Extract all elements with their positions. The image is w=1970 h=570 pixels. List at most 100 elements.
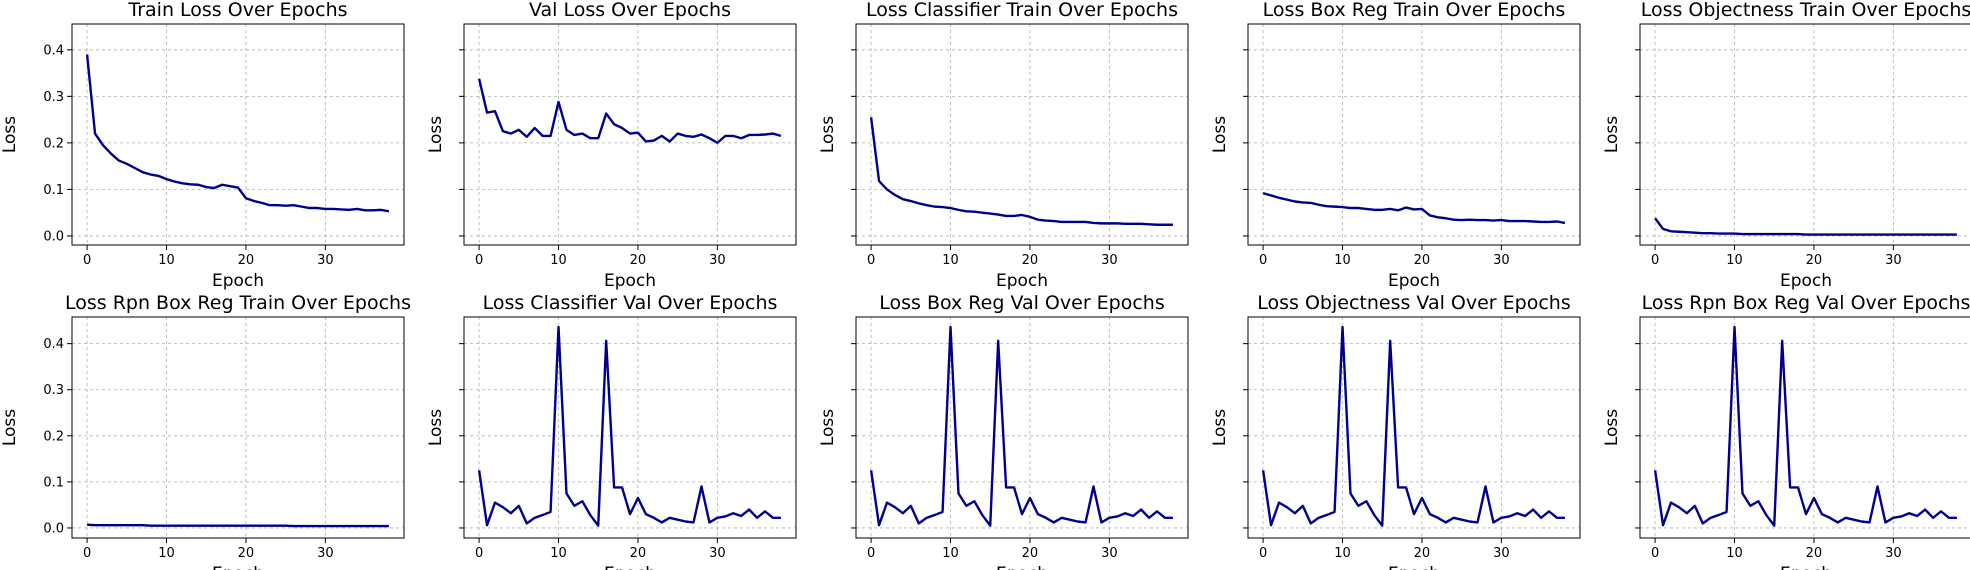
- series-line: [1653, 325, 1957, 527]
- y-tick-label-4: 0.4: [43, 43, 64, 58]
- chart-title: Loss Rpn Box Reg Val Over Epochs: [1642, 292, 1970, 314]
- y-axis-label: Loss: [426, 409, 446, 446]
- series-line: [85, 54, 390, 213]
- y-tick-label-2: 0.2: [43, 136, 64, 151]
- x-axis-label: Epoch: [996, 271, 1048, 291]
- subplot-2: 0 10 20 30 Loss Classifier Train Over Epochs…: [818, 0, 1189, 291]
- chart-title: Loss Rpn Box Reg Train Over Epochs: [65, 292, 411, 314]
- x-tick-label-1: 10: [158, 546, 175, 561]
- y-axis-label: Loss: [1210, 409, 1230, 446]
- plot-frame: [1247, 316, 1581, 539]
- y-axis-label: Loss: [1602, 116, 1622, 153]
- y-axis-label: Loss: [1210, 116, 1230, 153]
- y-axis-label: Loss: [818, 116, 838, 153]
- x-tick-label-3: 30: [1885, 253, 1902, 268]
- chart-title: Loss Box Reg Train Over Epochs: [1263, 0, 1566, 21]
- x-tick-label-3: 30: [317, 253, 334, 268]
- x-tick-label-3: 30: [1885, 546, 1902, 561]
- y-tick-label-1: 0.1: [43, 183, 64, 198]
- x-tick-label-0: 0: [867, 253, 875, 268]
- x-axis-label: Epoch: [212, 271, 264, 291]
- x-tick-label-2: 20: [630, 253, 647, 268]
- x-tick-label-1: 10: [1334, 546, 1351, 561]
- x-axis-label: Epoch: [1388, 564, 1440, 570]
- series-line: [477, 78, 782, 145]
- x-tick-label-1: 10: [550, 253, 567, 268]
- series-line: [87, 523, 389, 528]
- x-tick-label-1: 10: [1726, 546, 1743, 561]
- subplot-7: 0 10 20 30 Loss Box Reg Val Over Epochs Epoch…: [818, 292, 1189, 570]
- chart-title: Loss Objectness Train Over Epochs: [1641, 0, 1970, 21]
- x-tick-label-0: 0: [83, 253, 91, 268]
- x-tick-label-0: 0: [475, 253, 483, 268]
- x-tick-label-3: 30: [1101, 546, 1118, 561]
- x-tick-label-0: 0: [475, 546, 483, 561]
- x-tick-label-2: 20: [1022, 546, 1039, 561]
- x-tick-label-2: 20: [238, 253, 255, 268]
- x-axis-label: Epoch: [604, 564, 656, 570]
- y-axis-label: Loss: [0, 116, 20, 153]
- chart-title: Loss Classifier Val Over Epochs: [483, 292, 778, 314]
- x-tick-label-1: 10: [942, 253, 959, 268]
- series-line: [869, 325, 1173, 527]
- x-tick-label-2: 20: [1806, 253, 1823, 268]
- chart-title: Loss Classifier Train Over Epochs: [866, 0, 1178, 21]
- x-tick-label-1: 10: [158, 253, 175, 268]
- x-tick-label-1: 10: [1334, 253, 1351, 268]
- subplot-4: 0 10 20 30 Loss Objectness Train Over Epochs…: [1602, 0, 1970, 291]
- x-tick-label-2: 20: [1022, 253, 1039, 268]
- y-tick-label-3: 0.3: [43, 90, 64, 105]
- subplot-6: 0 10 20 30 Loss Classifier Val Over Epochs Ep…: [426, 292, 797, 570]
- x-tick-label-3: 30: [709, 546, 726, 561]
- plot-frame: [463, 316, 797, 539]
- subplot-5: 0 10 20 30 0.0 0.1 0.2 0.3 0.4 Loss Rpn Box Reg T…: [0, 292, 411, 570]
- y-tick-label-1: 0.1: [43, 475, 64, 490]
- plot-frame: [855, 316, 1189, 539]
- x-tick-label-0: 0: [1651, 546, 1659, 561]
- x-axis-label: Epoch: [996, 564, 1048, 570]
- chart-title: Val Loss Over Epochs: [529, 0, 731, 21]
- series-line: [1262, 191, 1566, 225]
- series-line: [1261, 325, 1565, 527]
- x-tick-label-3: 30: [1493, 546, 1510, 561]
- x-tick-label-0: 0: [1651, 253, 1659, 268]
- x-axis-label: Epoch: [1388, 271, 1440, 291]
- plot-frame: [463, 23, 797, 246]
- x-tick-label-0: 0: [867, 546, 875, 561]
- chart-title: Train Loss Over Epochs: [127, 0, 347, 21]
- y-tick-label-3: 0.3: [43, 383, 64, 398]
- x-tick-label-3: 30: [317, 546, 334, 561]
- x-axis-label: Epoch: [604, 271, 656, 291]
- plot-frame: [1247, 23, 1581, 246]
- x-tick-label-0: 0: [1259, 546, 1267, 561]
- chart-title: Loss Box Reg Val Over Epochs: [879, 292, 1165, 314]
- x-tick-label-2: 20: [630, 546, 647, 561]
- plot-frame: [71, 23, 405, 246]
- x-tick-label-3: 30: [1493, 253, 1510, 268]
- plot-frame: [1639, 23, 1970, 246]
- x-tick-label-2: 20: [1414, 253, 1431, 268]
- y-axis-label: Loss: [426, 116, 446, 153]
- x-tick-label-2: 20: [1414, 546, 1431, 561]
- chart-title: Loss Objectness Val Over Epochs: [1257, 292, 1570, 314]
- x-tick-label-1: 10: [942, 546, 959, 561]
- subplot-0: 0 10 20 30 0.0 0.1 0.2 0.3 0.4 Train Loss Over Ep…: [0, 0, 405, 291]
- x-tick-label-2: 20: [1806, 546, 1823, 561]
- subplot-1: 0 10 20 30 Val Loss Over Epochs Epoch Loss: [426, 0, 797, 291]
- series-line: [869, 117, 1173, 226]
- subplot-8: 0 10 20 30 Loss Objectness Val Over Epochs Ep…: [1210, 292, 1581, 570]
- plot-frame: [855, 23, 1189, 246]
- y-tick-label-0: 0.0: [43, 229, 64, 244]
- y-axis-label: Loss: [0, 409, 20, 446]
- x-axis-label: Epoch: [212, 564, 264, 570]
- y-axis-label: Loss: [818, 409, 838, 446]
- series-line: [477, 325, 781, 527]
- x-tick-label-0: 0: [83, 546, 91, 561]
- plot-frame: [71, 316, 405, 539]
- x-tick-label-0: 0: [1259, 253, 1267, 268]
- y-tick-label-2: 0.2: [43, 429, 64, 444]
- x-tick-label-1: 10: [550, 546, 567, 561]
- x-tick-label-2: 20: [238, 546, 255, 561]
- x-axis-label: Epoch: [1780, 564, 1832, 570]
